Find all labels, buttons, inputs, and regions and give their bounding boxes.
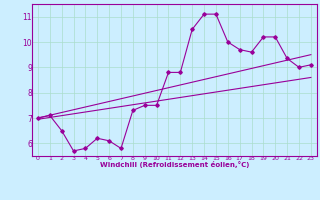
X-axis label: Windchill (Refroidissement éolien,°C): Windchill (Refroidissement éolien,°C) — [100, 161, 249, 168]
